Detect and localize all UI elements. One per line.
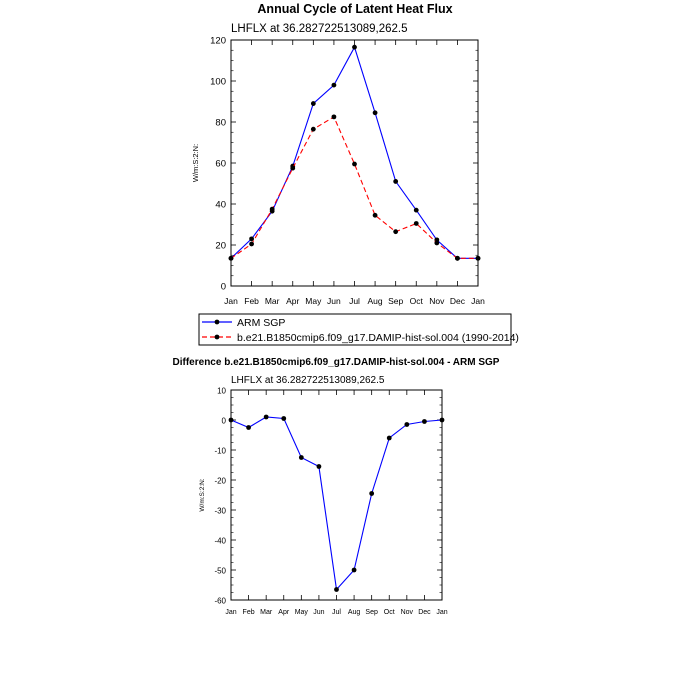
x-tick-label: Feb: [243, 609, 255, 616]
data-point-series-2: [413, 221, 419, 226]
data-point-series-1: [422, 419, 427, 424]
data-point-series-2: [372, 212, 378, 218]
data-point-series-2: [393, 229, 399, 235]
x-tick-label: Oct: [384, 609, 395, 616]
bottom-chart-subtitle: LHFLX at 36.282722513089,262.5: [231, 375, 385, 386]
x-tick-label: Jan: [224, 296, 238, 306]
x-tick-label: Sep: [365, 609, 378, 616]
data-point-series-1: [404, 422, 410, 427]
x-tick-label: May: [295, 609, 309, 616]
data-point-series-2: [310, 126, 316, 132]
legend-label-series-1: ARM SGP: [237, 317, 285, 329]
y-tick-label: -50: [214, 567, 226, 576]
x-tick-label: Aug: [348, 609, 361, 616]
y-tick-label: 0: [222, 417, 227, 426]
data-point-series-1: [393, 179, 399, 184]
y-tick-label: -20: [214, 477, 226, 486]
data-point-series-2: [352, 161, 357, 167]
data-point-series-2: [269, 206, 275, 212]
y-tick-label: 10: [217, 387, 226, 396]
plot-frame: [230, 389, 443, 601]
x-tick-label: Mar: [260, 609, 273, 616]
data-point-series-1: [439, 417, 445, 423]
y-tick-label: 0: [221, 282, 226, 293]
series-line-1: [230, 416, 443, 591]
top-chart-subtitle: LHFLX at 36.282722513089,262.5: [231, 23, 407, 35]
y-tick-label: -30: [214, 507, 226, 516]
y-tick-label: -60: [214, 597, 226, 606]
top-plot-area: Jan Feb Mar Apr May Jun Jul Aug Sep Oct Nov Dec Jan 0…: [210, 36, 485, 307]
data-point-series-1: [316, 464, 322, 469]
x-tick-label: Jul: [349, 296, 360, 306]
x-tick-label: Dec: [418, 609, 431, 616]
legend-marker-series-1: [214, 319, 220, 325]
x-tick-label: Nov: [401, 609, 414, 616]
data-point-series-1: [246, 425, 251, 430]
data-point-series-2: [455, 255, 460, 261]
x-tick-label: May: [305, 296, 322, 306]
legend: ARM SGP b.e21.B1850cmip6.f09_g17.DAMIP-h…: [198, 313, 519, 346]
bottom-plot-area: Jan Feb Mar Apr May Jun Jul Aug Sep Oct Nov Dec Jan -…: [214, 387, 447, 617]
y-tick-label: -40: [214, 537, 226, 546]
y-tick-label: 40: [215, 200, 226, 211]
bottom-chart-title: Difference b.e21.B1850cmip6.f09_g17.DAMI…: [173, 357, 500, 368]
data-point-series-1: [386, 435, 392, 441]
data-point-series-1: [372, 110, 378, 116]
data-point-series-1: [298, 455, 304, 460]
x-tick-label: Jun: [313, 609, 324, 616]
legend-label-series-2: b.e21.B1850cmip6.f09_g17.DAMIP-hist-sol.…: [237, 332, 519, 344]
bottom-y-axis-label: W/m:S:2:N:: [199, 478, 206, 511]
data-point-series-2: [331, 114, 337, 120]
series-line-1: [230, 45, 478, 259]
y-tick-label: -10: [214, 447, 226, 456]
x-tick-label: Jan: [436, 609, 447, 616]
data-point-series-1: [413, 207, 419, 213]
y-tick-label: 20: [215, 241, 226, 252]
x-tick-label: Apr: [286, 296, 299, 306]
data-point-series-1: [351, 567, 357, 573]
data-point-series-1: [331, 82, 337, 88]
top-chart-title: Annual Cycle of Latent Heat Flux: [257, 2, 452, 16]
x-tick-label: Jun: [327, 296, 341, 306]
data-point-series-2: [228, 255, 234, 261]
x-tick-label: Apr: [278, 609, 290, 616]
x-tick-label: Aug: [368, 296, 383, 306]
x-tick-label: Mar: [265, 296, 280, 306]
x-tick-label: Nov: [429, 296, 445, 306]
data-point-series-1: [249, 236, 254, 242]
y-tick-label: 80: [215, 118, 226, 129]
y-tick-label: 100: [210, 77, 226, 88]
data-point-series-2: [475, 255, 481, 261]
data-point-series-1: [281, 416, 287, 421]
x-tick-label: Oct: [410, 296, 424, 306]
data-point-series-1: [352, 44, 357, 50]
x-tick-label: Jan: [471, 296, 485, 306]
data-point-series-1: [369, 491, 375, 496]
legend-marker-series-2: [214, 334, 220, 340]
x-tick-label: Jul: [332, 609, 341, 616]
data-point-series-1: [263, 414, 269, 420]
data-point-series-2: [249, 241, 254, 247]
y-tick-label: 60: [215, 159, 226, 170]
x-tick-label: Jan: [225, 609, 236, 616]
y-tick-label: 120: [210, 36, 226, 47]
x-tick-label: Feb: [244, 296, 259, 306]
data-point-series-2: [290, 165, 296, 171]
top-y-axis-label: W/m:S:2:N:: [191, 144, 200, 182]
x-tick-label: Sep: [388, 296, 403, 306]
data-point-series-1: [310, 101, 316, 106]
data-point-series-1: [228, 417, 234, 423]
series-line-2: [230, 116, 478, 259]
x-tick-label: Dec: [450, 296, 466, 306]
data-point-series-1: [334, 587, 339, 592]
data-point-series-2: [434, 240, 440, 246]
legend-box: [198, 313, 512, 346]
